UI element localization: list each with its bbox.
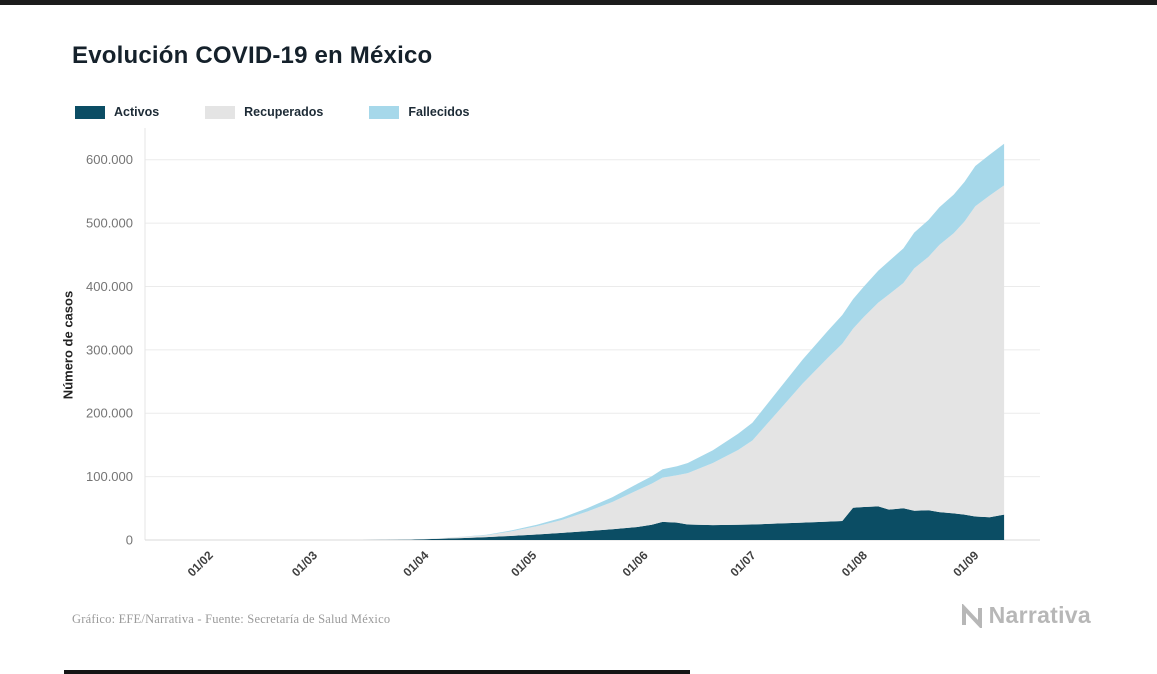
narrativa-logo-text: Narrativa — [988, 602, 1091, 628]
legend-item-recuperados: Recuperados — [205, 105, 323, 119]
svg-text:400.000: 400.000 — [86, 279, 133, 294]
legend-label-activos: Activos — [114, 105, 160, 119]
svg-text:500.000: 500.000 — [86, 216, 133, 231]
svg-text:01/07: 01/07 — [727, 548, 758, 579]
svg-text:01/05: 01/05 — [508, 548, 539, 579]
svg-text:200.000: 200.000 — [86, 406, 133, 421]
top-edge-artifact — [0, 0, 1157, 5]
legend-swatch-activos — [75, 105, 105, 119]
svg-text:01/03: 01/03 — [289, 548, 320, 579]
legend-label-recuperados: Recuperados — [244, 105, 324, 119]
svg-text:01/08: 01/08 — [839, 548, 870, 579]
svg-text:01/04: 01/04 — [400, 548, 431, 579]
page-title: Evolución COVID-19 en México — [72, 42, 433, 69]
narrativa-logo: Narrativa — [960, 602, 1091, 629]
legend-item-activos: Activos — [75, 105, 159, 119]
svg-text:01/02: 01/02 — [185, 548, 216, 579]
svg-text:100.000: 100.000 — [86, 469, 133, 484]
chart-legend: Activos Recuperados Fallecidos — [75, 105, 470, 119]
svg-text:01/06: 01/06 — [620, 548, 651, 579]
legend-swatch-recuperados — [205, 105, 236, 119]
chart-svg: 0 100.000 200.000 300.000 400.000 500.000 600.… — [86, 128, 1040, 579]
legend-label-fallecidos: Fallecidos — [408, 105, 470, 119]
svg-text:300.000: 300.000 — [86, 342, 133, 357]
svg-text:01/09: 01/09 — [950, 548, 981, 579]
svg-text:600.000: 600.000 — [86, 152, 133, 167]
legend-item-fallecidos: Fallecidos — [369, 105, 470, 119]
credit-text: Gráfico: EFE/Narrativa - Fuente: Secreta… — [72, 612, 391, 626]
bottom-edge-artifact — [64, 670, 690, 674]
narrativa-logo-icon — [961, 603, 982, 628]
legend-swatch-fallecidos — [369, 105, 400, 119]
svg-text:0: 0 — [126, 533, 133, 548]
